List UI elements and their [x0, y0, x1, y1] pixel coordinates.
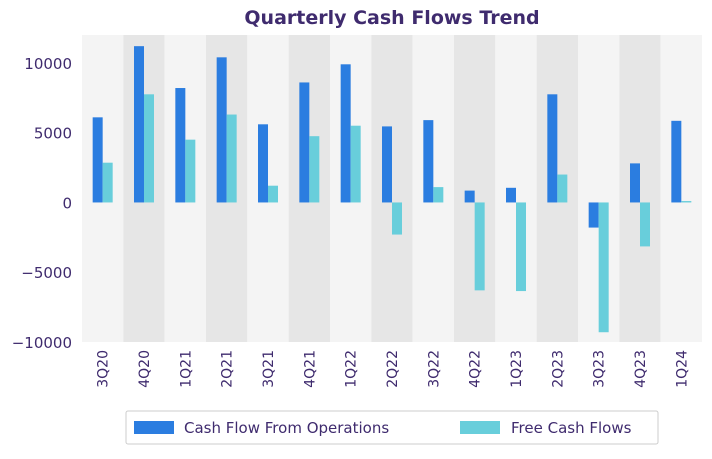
bar-free-cash-flows [268, 185, 278, 203]
category-band [660, 35, 702, 342]
y-tick-label: 10000 [24, 55, 72, 73]
x-tick-label: 2Q22 [385, 350, 401, 388]
x-tick-label: 1Q23 [509, 350, 525, 388]
bar-cash-flow-from-operations [134, 46, 144, 203]
category-band [578, 35, 620, 342]
bar-free-cash-flows [474, 202, 485, 291]
x-tick-label: 1Q22 [344, 350, 360, 388]
bar-free-cash-flows [598, 202, 609, 333]
x-tick-label: 4Q22 [468, 350, 484, 388]
bar-cash-flow-from-operations [506, 187, 516, 203]
bar-free-cash-flows [433, 187, 444, 203]
y-tick-label: −5000 [21, 264, 72, 282]
bar-free-cash-flows [392, 202, 402, 235]
legend-swatch [460, 421, 500, 434]
bars [92, 46, 692, 333]
bar-cash-flow-from-operations [92, 117, 103, 203]
y-tick-label: 0 [62, 194, 72, 212]
bar-free-cash-flows [350, 125, 361, 203]
x-tick-label: 2Q21 [220, 350, 236, 388]
bar-free-cash-flows [226, 114, 237, 203]
bar-free-cash-flows [144, 94, 154, 203]
bar-cash-flow-from-operations [464, 190, 475, 203]
category-band [454, 35, 496, 342]
bar-free-cash-flows [516, 202, 526, 292]
legend-label: Cash Flow From Operations [184, 419, 389, 437]
bar-cash-flow-from-operations [423, 120, 434, 203]
bar-free-cash-flows [640, 202, 650, 247]
y-tick-label: −10000 [12, 334, 72, 352]
bar-cash-flow-from-operations [630, 163, 640, 203]
bar-cash-flow-from-operations [175, 88, 186, 203]
chart-title: Quarterly Cash Flows Trend [244, 7, 539, 29]
legend: Cash Flow From Operations Free Cash Flows [125, 410, 659, 445]
x-tick-label: 3Q21 [261, 350, 277, 388]
x-tick-label: 4Q20 [137, 350, 153, 388]
bar-cash-flow-from-operations [216, 57, 227, 203]
bar-cash-flow-from-operations [382, 126, 392, 203]
bar-cash-flow-from-operations [588, 202, 599, 228]
bar-free-cash-flows [185, 139, 196, 203]
bar-cash-flow-from-operations [299, 82, 310, 203]
x-tick-label: 4Q21 [302, 350, 318, 388]
legend-label: Free Cash Flows [511, 419, 632, 437]
x-tick-label: 1Q24 [674, 350, 690, 388]
y-tick-label: 5000 [34, 125, 72, 143]
bar-cash-flow-from-operations [671, 120, 682, 203]
x-axis: 3Q20 4Q20 1Q21 2Q21 3Q21 4Q21 1Q22 2Q22 3Q22 4Q22… [96, 350, 691, 388]
bar-free-cash-flows [309, 136, 320, 203]
bar-free-cash-flows [557, 174, 568, 203]
bar-free-cash-flows [681, 201, 692, 203]
bar-cash-flow-from-operations [258, 124, 268, 203]
x-tick-label: 3Q22 [426, 350, 442, 388]
x-tick-label: 3Q23 [592, 350, 608, 388]
x-tick-label: 1Q21 [178, 350, 194, 388]
x-tick-label: 4Q23 [633, 350, 649, 388]
x-tick-label: 2Q23 [550, 350, 566, 388]
bar-free-cash-flows [102, 162, 113, 203]
legend-swatch [134, 421, 174, 434]
bar-cash-flow-from-operations [547, 94, 558, 203]
bar-cash-flow-from-operations [340, 64, 351, 203]
x-tick-label: 3Q20 [96, 350, 112, 388]
legend-box [125, 410, 659, 445]
y-axis: −10000 −5000 0 5000 10000 [12, 55, 72, 352]
